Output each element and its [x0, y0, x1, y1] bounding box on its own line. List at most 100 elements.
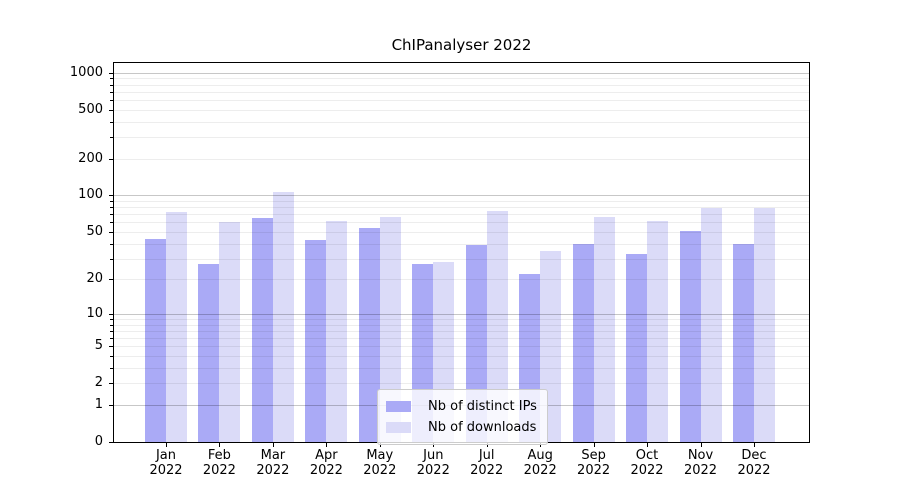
chart-title: ChIPanalyser 2022 — [391, 36, 532, 54]
y-tick-label: 0 — [94, 434, 103, 449]
x-tick-mark — [754, 443, 755, 447]
legend-label: Nb of downloads — [428, 420, 537, 435]
gridline-minor — [114, 158, 809, 160]
legend-label: Nb of distinct IPs — [428, 399, 537, 414]
gridline-minor — [114, 367, 809, 369]
y-tick-label: 1 — [94, 397, 103, 412]
y-minor-tick-mark — [110, 324, 113, 326]
gridline-minor — [114, 346, 809, 348]
gridline-minor — [114, 200, 809, 202]
gridline-minor — [114, 258, 809, 260]
plot-area: Nb of distinct IPs Nb of downloads — [113, 62, 810, 445]
gridline-minor — [114, 243, 809, 245]
gridline-minor — [114, 324, 809, 326]
y-minor-tick-mark — [110, 367, 113, 369]
bar-distinct-ips — [572, 243, 594, 442]
x-tick-label-month: Nov — [687, 448, 714, 463]
y-minor-tick-mark — [110, 330, 113, 332]
x-tick-mark — [593, 443, 595, 447]
x-tick-mark — [433, 443, 435, 447]
x-tick-label-month: Jul — [478, 448, 495, 463]
y-tick-label: 50 — [86, 223, 103, 239]
y-tick-mark — [109, 158, 113, 160]
y-tick-mark — [109, 405, 113, 406]
y-tick-mark — [109, 279, 113, 281]
x-tick-label: Dec 2022 — [722, 448, 786, 478]
x-tick-mark — [326, 443, 328, 447]
bar-downloads — [647, 221, 669, 442]
x-tick-label-month: Jun — [423, 448, 444, 463]
legend-swatch-downloads — [386, 422, 411, 433]
y-tick-label: 2 — [94, 375, 103, 391]
y-minor-tick-mark — [110, 137, 113, 138]
x-tick-label-year: 2022 — [683, 463, 718, 478]
x-tick-label-month: May — [366, 448, 394, 463]
legend-entry: Nb of distinct IPs — [386, 396, 537, 417]
x-tick-label: Jan 2022 — [134, 448, 198, 478]
y-tick-mark — [109, 313, 113, 315]
x-tick-label: Apr 2022 — [294, 448, 358, 478]
gridline-minor — [114, 330, 809, 332]
y-tick-mark — [109, 383, 113, 385]
bar-downloads — [272, 191, 294, 442]
x-tick-label-year: 2022 — [470, 463, 504, 478]
bar-downloads — [219, 222, 241, 442]
x-tick-label-year: 2022 — [202, 463, 236, 478]
gridline-minor — [114, 318, 809, 320]
gridline-minor — [114, 91, 809, 93]
y-minor-tick-mark — [110, 91, 113, 93]
x-tick-label-month: Sep — [581, 448, 606, 463]
x-tick-label: Mar 2022 — [241, 448, 305, 478]
x-tick-label-month: Mar — [260, 448, 286, 463]
bar-distinct-ips — [251, 218, 273, 442]
gridline-minor — [114, 231, 809, 233]
y-tick-mark — [109, 109, 113, 111]
y-tick-label: 500 — [78, 101, 103, 117]
gridline-minor — [114, 214, 809, 216]
bar-downloads — [753, 207, 775, 442]
bar-downloads — [166, 212, 187, 442]
bar-downloads — [326, 221, 348, 442]
bar-distinct-ips — [198, 263, 220, 442]
gridline-minor — [114, 383, 809, 385]
x-tick-label-year: 2022 — [309, 463, 343, 478]
bar-downloads — [700, 207, 722, 442]
y-tick-label: 5 — [94, 338, 103, 354]
gridline-minor — [114, 338, 809, 339]
y-tick-mark — [109, 346, 113, 348]
x-tick-label-year: 2022 — [577, 463, 611, 478]
y-minor-tick-mark — [110, 338, 113, 339]
gridline-minor — [114, 207, 809, 209]
x-tick-label: Sep 2022 — [562, 448, 626, 478]
y-minor-tick-mark — [110, 100, 113, 101]
gridline-minor — [114, 121, 809, 123]
bar-downloads — [593, 216, 615, 442]
x-tick-label-month: Jan — [155, 448, 177, 463]
x-tick-label: Oct 2022 — [615, 448, 679, 478]
x-tick-label-month: Dec — [741, 448, 767, 463]
x-tick-label-month: Oct — [635, 448, 659, 463]
y-minor-tick-mark — [110, 318, 113, 320]
gridline-minor — [114, 109, 809, 111]
gridline-minor — [114, 222, 809, 224]
bar-distinct-ips — [732, 243, 754, 442]
y-tick-mark — [109, 231, 113, 233]
gridline-minor — [114, 84, 809, 86]
y-tick-label: 10 — [86, 305, 103, 321]
y-tick-label: 1000 — [69, 64, 103, 80]
x-tick-label-year: 2022 — [149, 463, 183, 478]
y-minor-tick-mark — [110, 200, 113, 202]
bar-distinct-ips — [626, 253, 648, 442]
gridline-minor — [114, 137, 809, 138]
x-tick-label-year: 2022 — [256, 463, 290, 478]
x-tick-label: Jun 2022 — [401, 448, 465, 478]
y-tick-mark — [109, 72, 113, 74]
x-tick-label-month: Aug — [527, 448, 553, 463]
x-tick-mark — [166, 443, 167, 447]
x-tick-label: May 2022 — [348, 448, 412, 478]
y-minor-tick-mark — [110, 84, 113, 86]
gridline-minor — [114, 356, 809, 357]
bar-downloads — [379, 216, 401, 442]
x-tick-mark — [486, 443, 488, 447]
